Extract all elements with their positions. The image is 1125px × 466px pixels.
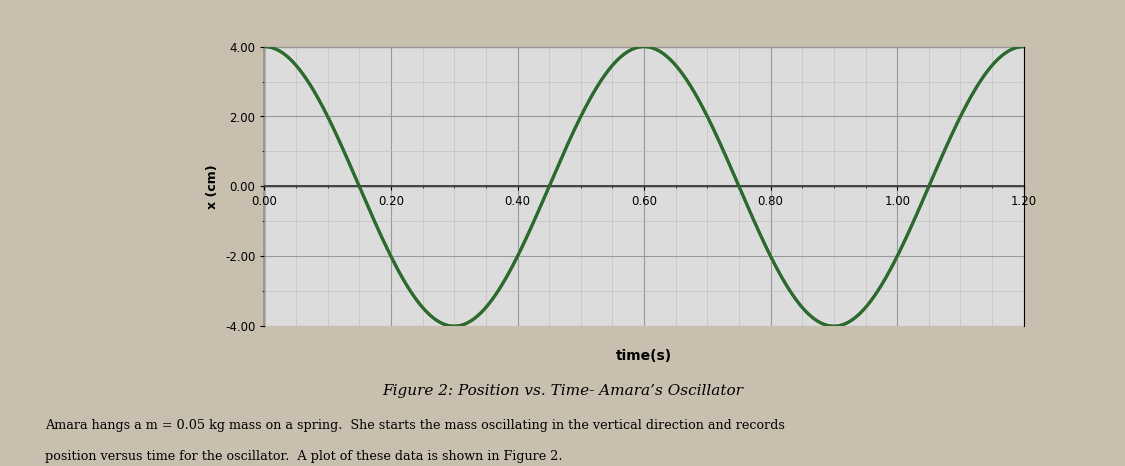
X-axis label: time(s): time(s)	[616, 349, 672, 363]
Y-axis label: x (cm): x (cm)	[206, 164, 219, 209]
Text: Amara hangs a m = 0.05 kg mass on a spring.  She starts the mass oscillating in : Amara hangs a m = 0.05 kg mass on a spri…	[45, 419, 785, 432]
Text: Figure 2: Position vs. Time- Amara’s Oscillator: Figure 2: Position vs. Time- Amara’s Osc…	[382, 384, 742, 398]
Text: position versus time for the oscillator.  A plot of these data is shown in Figur: position versus time for the oscillator.…	[45, 450, 562, 463]
